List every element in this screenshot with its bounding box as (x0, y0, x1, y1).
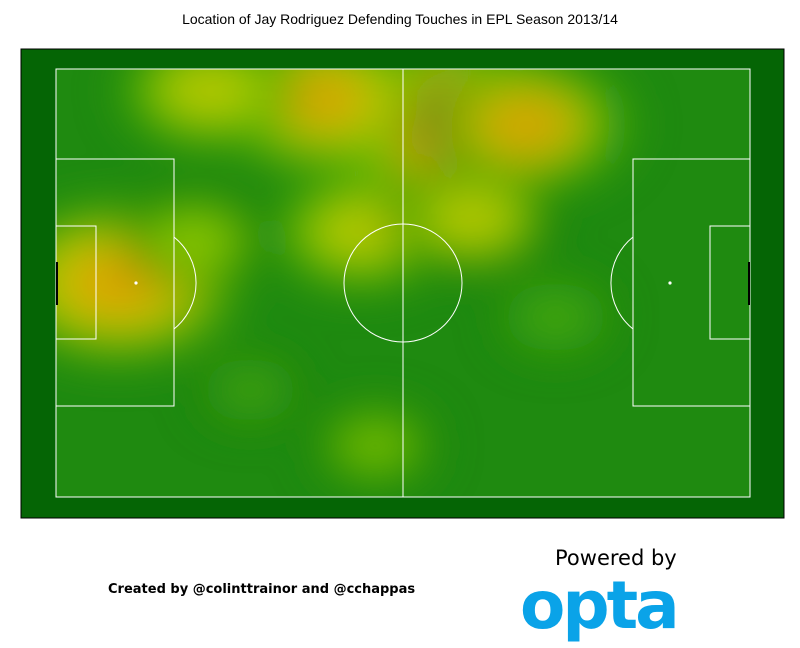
right-penalty-arc (610, 236, 634, 330)
heat-hotspot (215, 367, 285, 413)
heat-hotspot (156, 214, 234, 266)
credit-text: Created by @colinttrainor and @cchappas (108, 582, 416, 597)
chart-title: Location of Jay Rodriguez Defending Touc… (182, 11, 618, 27)
heat-hotspot (166, 69, 251, 119)
heat-hotspot (482, 94, 574, 155)
heat-hotspot (431, 191, 514, 246)
heat-hotspot (338, 421, 412, 470)
left-penalty-spot (134, 281, 138, 285)
centre-circle (343, 223, 463, 343)
pitch-heatmap (20, 48, 785, 519)
pitch-markings (55, 68, 751, 498)
right-penalty-spot (668, 281, 672, 285)
powered-by-text: Powered by (555, 546, 677, 570)
heat-layer (56, 69, 635, 487)
heat-hotspot (520, 293, 592, 341)
left-penalty-arc (173, 236, 197, 330)
opta-logo-text: opta (520, 576, 677, 644)
heat-hotspot (319, 203, 404, 260)
opta-logo: opta (520, 576, 680, 644)
